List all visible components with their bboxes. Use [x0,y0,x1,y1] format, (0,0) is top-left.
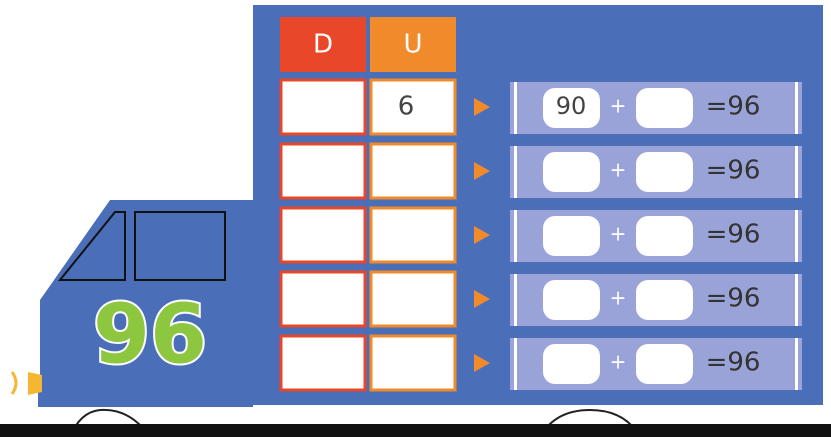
arrow [474,162,490,180]
result: =96 [706,92,761,122]
plus-sign: + [610,158,627,182]
plus-sign: + [610,350,627,374]
answer-box [543,344,600,384]
strip-edge [795,274,798,326]
answer-box [636,216,693,256]
units-cell [369,142,457,200]
strip-edge [795,210,798,262]
strip-edge [795,146,798,198]
strip-edge [514,146,517,198]
arrow [474,290,490,308]
units-cell [369,78,457,136]
answer-box [543,216,600,256]
answer-box [636,88,693,128]
strip-edge [514,210,517,262]
answer-box [543,88,600,128]
cab [40,200,253,385]
result: =96 [706,220,761,250]
result: =96 [706,284,761,314]
units-cell [369,270,457,328]
units-value: 6 [398,92,415,122]
tens-cell [279,334,367,392]
plus-sign: + [610,286,627,310]
headlight [28,372,42,395]
result: =96 [706,348,761,378]
strip-edge [795,82,798,134]
tens-cell [279,78,367,136]
arrow [474,354,490,372]
bumper [38,385,253,407]
tens-cell [279,142,367,200]
plus-sign: + [610,222,627,246]
strip-edge [514,82,517,134]
road [0,424,831,437]
arrow [474,226,490,244]
units-cell [369,334,457,392]
tens-cell [279,206,367,264]
result: =96 [706,156,761,186]
rows: 6 90 + =96 + =96 + =96 + =96 + =96 [279,78,802,392]
truck-number: 96 [93,287,207,382]
header-cell [370,17,456,72]
cab-window [57,211,126,281]
answer-box [543,280,600,320]
arrow [474,98,490,116]
answer-box [636,152,693,192]
cab-window [134,211,226,281]
strip-edge [514,274,517,326]
answer-box [636,280,693,320]
plus-sign: + [610,94,627,118]
units-cell [369,206,457,264]
light-ray [10,371,18,395]
header-label: D [313,30,333,60]
header-cell [280,17,366,72]
answer-box [636,344,693,384]
strip-edge [514,338,517,390]
strip-edge [795,338,798,390]
answer-box [543,152,600,192]
tens-cell [279,270,367,328]
header-label: U [403,30,422,60]
tens-value: 90 [556,92,587,120]
